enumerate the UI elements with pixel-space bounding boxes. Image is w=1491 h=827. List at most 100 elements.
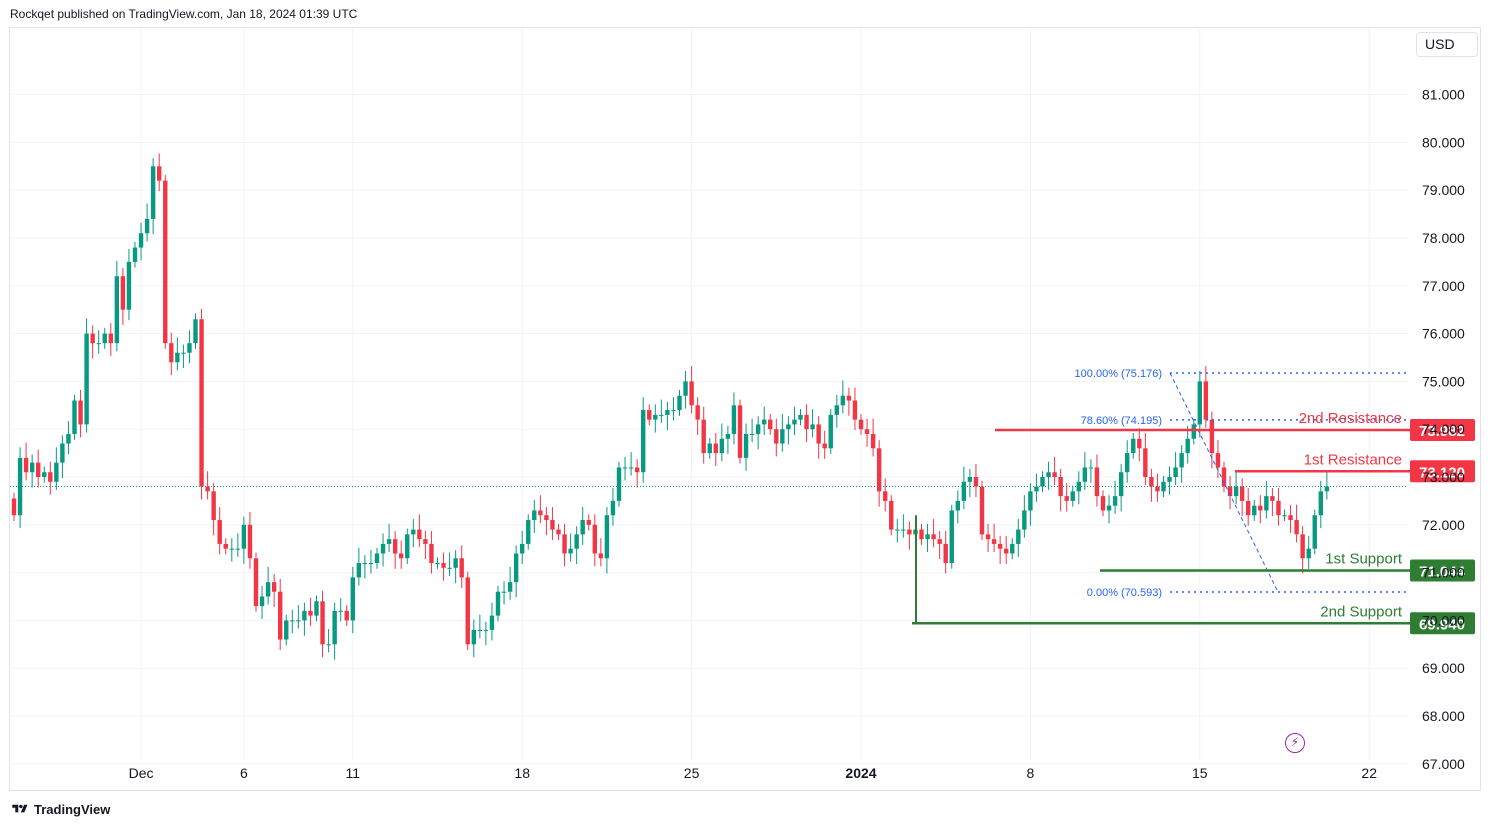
candle-body	[822, 443, 827, 449]
candle-body	[1040, 477, 1045, 487]
candle	[241, 516, 247, 564]
candle	[707, 437, 712, 459]
candle-body	[610, 500, 616, 516]
fib-level-label: 78.60% (74.195)	[1081, 415, 1162, 427]
x-tick-label: 22	[1361, 765, 1377, 781]
candle	[102, 327, 107, 349]
candle-body	[622, 467, 628, 469]
candle-body	[66, 433, 71, 444]
candle-body	[925, 534, 930, 540]
candle	[344, 605, 349, 627]
candle	[858, 413, 864, 435]
candle-body	[11, 498, 17, 516]
candle-body	[1221, 467, 1227, 487]
candle	[798, 409, 803, 426]
candle	[320, 590, 325, 658]
grid-lines	[10, 28, 1408, 765]
candle-body	[1306, 548, 1311, 559]
candle-body	[1022, 510, 1027, 530]
candle	[144, 203, 150, 242]
candle-body	[507, 582, 513, 592]
candle	[1100, 490, 1106, 517]
candle-body	[1191, 424, 1196, 439]
candle-body	[568, 548, 573, 554]
candle	[392, 531, 398, 569]
candle-body	[931, 534, 936, 540]
candle	[114, 260, 120, 352]
candle-body	[876, 448, 882, 492]
currency-button[interactable]: USD	[1416, 32, 1478, 57]
x-tick-label: 8	[1027, 765, 1035, 781]
candle	[199, 308, 204, 500]
candle	[507, 566, 513, 600]
candle-body	[774, 429, 779, 444]
candle-body	[1088, 467, 1094, 469]
candle	[1155, 473, 1160, 502]
candle	[1173, 452, 1178, 486]
candle	[60, 435, 65, 478]
candle-body	[889, 500, 894, 530]
candle	[48, 461, 53, 495]
candle-body	[653, 414, 658, 420]
candle	[471, 619, 476, 658]
candle-body	[628, 467, 634, 469]
candle-body	[1034, 486, 1039, 492]
candle-body	[816, 424, 821, 444]
candle-body	[308, 610, 313, 616]
candle-body	[108, 333, 113, 344]
candle	[695, 397, 700, 435]
candle-body	[1300, 534, 1305, 559]
level-name: 2nd Resistance	[1299, 410, 1402, 427]
candle-body	[1155, 486, 1160, 492]
candle	[362, 554, 368, 579]
y-tick-label: 70.000	[1422, 612, 1465, 628]
fib-level-label: 100.00% (75.176)	[1075, 368, 1162, 380]
candle	[429, 531, 434, 574]
candle-body	[23, 457, 29, 473]
candle	[169, 332, 174, 376]
candle	[943, 531, 948, 574]
candle-body	[429, 543, 434, 564]
candle	[749, 418, 755, 443]
candle	[949, 504, 954, 569]
candle	[1276, 487, 1281, 526]
candle	[1185, 425, 1190, 464]
candle	[17, 447, 23, 529]
candle-body	[991, 539, 997, 544]
candle	[513, 545, 519, 598]
lightning-icon[interactable]: ⚡	[1285, 733, 1305, 753]
candle-body	[1137, 438, 1142, 449]
candle	[701, 406, 706, 464]
candle-body	[1106, 505, 1112, 511]
footer-brand: TradingView	[10, 800, 110, 818]
candle-body	[598, 553, 604, 559]
candle-body	[520, 543, 525, 554]
candle	[961, 466, 967, 510]
candle-body	[471, 629, 476, 645]
candle-body	[1010, 543, 1015, 554]
candle-body	[441, 563, 446, 568]
candle	[1034, 473, 1039, 502]
candle	[925, 523, 930, 553]
candle	[580, 507, 585, 545]
candle	[72, 394, 77, 440]
candle-body	[78, 400, 83, 425]
candle-body	[326, 644, 331, 646]
candle-body	[278, 591, 283, 640]
candle-body	[550, 520, 555, 530]
candle	[66, 421, 71, 455]
candle	[556, 523, 561, 541]
candle-body	[193, 319, 198, 344]
candle-body	[435, 563, 440, 565]
level-badge	[1410, 419, 1475, 442]
candle-body	[883, 491, 888, 501]
candle-body	[749, 433, 755, 435]
x-tick-label: 18	[514, 765, 530, 781]
candle	[641, 397, 646, 483]
candle	[895, 519, 900, 543]
candle	[368, 550, 374, 574]
candle-body	[36, 462, 41, 477]
candle-body	[707, 443, 712, 454]
candle-body	[368, 563, 374, 565]
